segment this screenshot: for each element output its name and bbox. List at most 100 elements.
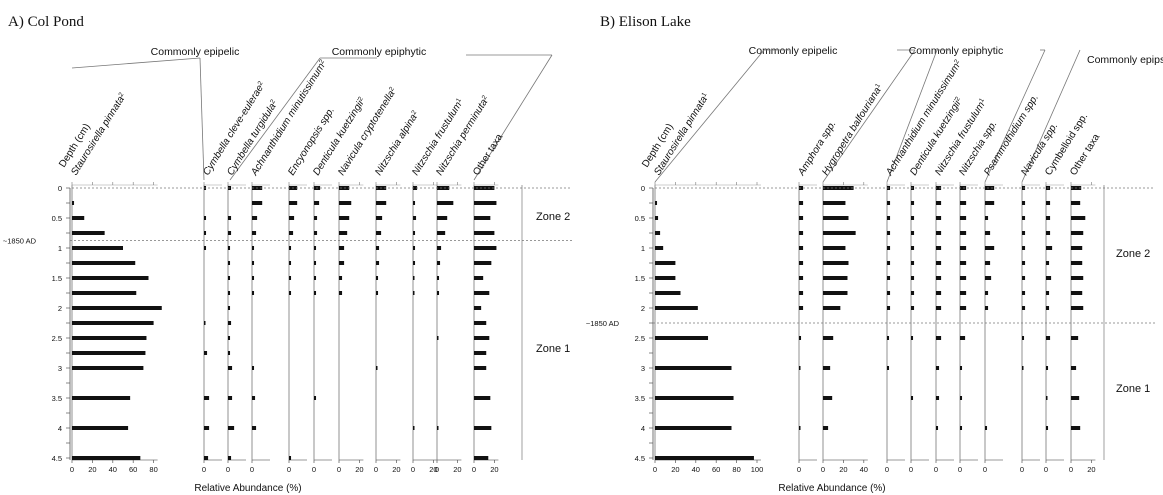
abundance-bar — [1022, 231, 1026, 235]
group-label: Commonly epipelic — [151, 46, 240, 58]
abundance-bar — [314, 231, 318, 235]
abundance-bar — [252, 231, 257, 235]
abundance-bar — [887, 231, 891, 235]
abundance-bar — [936, 291, 942, 295]
abundance-bar — [823, 186, 854, 190]
abundance-bar — [376, 261, 380, 265]
abundance-bar — [936, 201, 942, 205]
depth-tick-label: 2 — [58, 304, 62, 313]
depth-tick-label: 1 — [641, 244, 645, 253]
abundance-bar — [936, 396, 940, 400]
x-tick-label: 0 — [411, 465, 415, 474]
abundance-bar — [228, 261, 231, 265]
abundance-bar — [936, 216, 942, 220]
abundance-bar — [911, 276, 915, 280]
abundance-bar — [799, 366, 801, 370]
abundance-bar — [314, 291, 317, 295]
x-tick-label: 0 — [374, 465, 378, 474]
group-leader-line — [1021, 49, 1081, 183]
abundance-bar — [72, 201, 75, 205]
depth-tick-label: 3 — [641, 364, 645, 373]
group-label: Commonly epipelic — [749, 45, 838, 57]
abundance-bar — [960, 291, 967, 295]
x-tick-label: 0 — [1069, 465, 1073, 474]
abundance-bar — [1071, 231, 1084, 235]
group-header: Commonly epipelic — [654, 45, 916, 183]
x-tick-label: 20 — [429, 465, 437, 474]
abundance-bar — [289, 216, 295, 220]
abundance-bar — [204, 456, 209, 460]
abundance-bar — [474, 366, 487, 370]
abundance-bar — [911, 291, 915, 295]
abundance-bar — [887, 201, 891, 205]
abundance-bar — [72, 246, 123, 250]
abundance-bar — [376, 366, 378, 370]
abundance-bar — [655, 396, 734, 400]
abundance-bar — [72, 276, 149, 280]
abundance-bar — [413, 291, 415, 295]
abundance-bar — [204, 396, 210, 400]
abundance-bar — [474, 321, 487, 325]
abundance-bar — [911, 246, 915, 250]
abundance-bar — [823, 201, 846, 205]
abundance-bar — [474, 246, 497, 250]
depth-tick-label: 0 — [641, 184, 645, 193]
panel-elison-lake: B) Elison Lake Commonly epipelic Commonly … — [586, 14, 1163, 494]
abundance-bar — [474, 306, 482, 310]
abundance-bar — [655, 246, 664, 250]
abundance-bar — [339, 291, 343, 295]
group-leader-line — [71, 57, 201, 69]
x-tick-label: 0 — [70, 465, 74, 474]
abundance-bar — [1071, 426, 1081, 430]
abundance-bar — [72, 456, 141, 460]
x-axis-title: Relative Abundance (%) — [194, 483, 301, 494]
abundance-bar — [252, 396, 256, 400]
abundance-bar — [887, 291, 891, 295]
zone-label: Zone 2 — [536, 211, 570, 223]
abundance-bar — [985, 261, 991, 265]
abundance-bar — [1071, 306, 1084, 310]
abundance-bar — [1046, 261, 1050, 265]
abundance-bar — [252, 276, 255, 280]
x-tick-label: 20 — [453, 465, 461, 474]
depth-axis: 0 0.5 ~1850 AD 1 1.5 2 2.5 3 3.5 4 4.5 — [3, 184, 71, 463]
x-tick-label: 0 — [1020, 465, 1024, 474]
abundance-bar — [799, 336, 802, 340]
abundance-bar — [960, 426, 963, 430]
x-tick-label: 20 — [671, 465, 679, 474]
abundance-bar — [1071, 201, 1081, 205]
abundance-bar — [985, 426, 988, 430]
abundance-bar — [655, 231, 661, 235]
abundance-bar — [911, 231, 915, 235]
abundance-bar — [823, 261, 849, 265]
taxon-superscript: 2 — [117, 91, 125, 98]
abundance-bar — [413, 261, 416, 265]
abundance-bar — [474, 201, 497, 205]
taxon-superscript: 2 — [269, 98, 277, 105]
abundance-bar — [936, 366, 940, 370]
taxon-superscript: 2 — [318, 58, 326, 65]
abundance-bar — [799, 306, 804, 310]
abundance-bar — [437, 201, 454, 205]
x-tick-label: 0 — [202, 465, 206, 474]
abundance-bar — [413, 426, 415, 430]
abundance-bar — [339, 276, 343, 280]
abundance-bar — [960, 336, 966, 340]
abundance-bar — [799, 186, 804, 190]
abundance-bar — [376, 231, 382, 235]
abundance-bar — [228, 426, 235, 430]
abundance-bar — [655, 216, 659, 220]
group-leader-line — [886, 49, 938, 183]
depth-tick-label: 4.5 — [635, 454, 645, 463]
abundance-bar — [823, 231, 856, 235]
abundance-bar — [823, 216, 849, 220]
x-tick-label: 20 — [490, 465, 498, 474]
depth-tick-label: 4 — [641, 424, 645, 433]
boundary-label: ~1850 AD — [3, 237, 37, 246]
abundance-bar — [228, 231, 232, 235]
zone-label: Zone 2 — [1116, 248, 1150, 260]
group-leader-line — [984, 49, 1046, 183]
abundance-bar — [936, 426, 939, 430]
abundance-bar — [911, 396, 914, 400]
